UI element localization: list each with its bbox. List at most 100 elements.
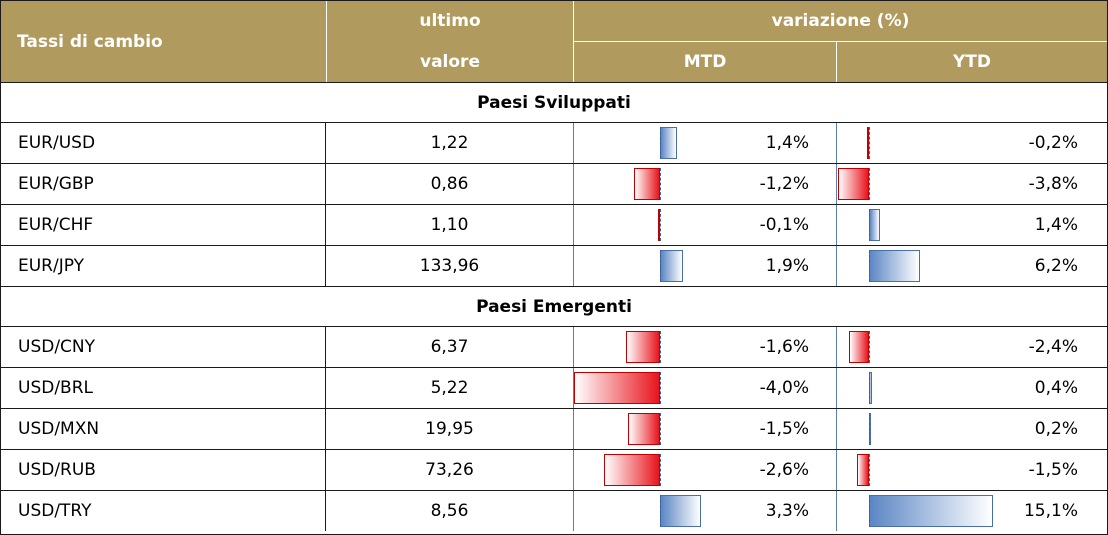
column-divider — [325, 123, 326, 163]
ytd-bar — [867, 127, 869, 159]
ytd-axis — [869, 495, 870, 527]
last-value: 1,22 — [430, 133, 469, 153]
header-mtd: MTD — [683, 52, 727, 72]
mtd-bar — [625, 331, 660, 363]
ytd-axis — [869, 250, 870, 282]
mtd-axis — [660, 209, 661, 241]
currency-pair: USD/TRY — [18, 501, 92, 521]
column-divider — [325, 368, 326, 408]
column-divider — [325, 491, 326, 531]
table-row: EUR/JPY 133,96 1,9% 6,2% — [1, 245, 1107, 286]
table-row: EUR/USD 1,22 1,4% -0,2% — [1, 122, 1107, 163]
mtd-bar — [634, 168, 660, 200]
column-divider — [836, 450, 837, 490]
header-exchange-rates: Tassi di cambio — [17, 31, 163, 52]
column-divider — [573, 205, 574, 245]
ytd-axis — [869, 209, 870, 241]
mtd-bar — [574, 372, 660, 404]
column-divider — [325, 246, 326, 286]
ytd-bar — [837, 168, 869, 200]
column-divider — [836, 246, 837, 286]
header-ytd: YTD — [952, 52, 992, 72]
column-divider — [573, 327, 574, 367]
ytd-value: 0,2% — [1034, 419, 1078, 439]
currency-pair: EUR/USD — [18, 133, 96, 153]
mtd-axis — [660, 331, 661, 363]
column-divider — [836, 368, 837, 408]
table-row: USD/MXN 19,95 -1,5% 0,2% — [1, 408, 1107, 449]
table-header: Tassi di cambio ultimo valore variazione… — [1, 1, 1107, 82]
last-value: 73,26 — [425, 460, 474, 480]
table-row: USD/BRL 5,22 -4,0% 0,4% — [1, 367, 1107, 408]
mtd-value: 1,9% — [765, 256, 809, 276]
section-title: Paesi Sviluppati — [1, 82, 1107, 122]
ytd-value: 0,4% — [1034, 378, 1078, 398]
column-divider — [325, 450, 326, 490]
currency-pair: USD/RUB — [18, 460, 96, 480]
mtd-value: -1,5% — [759, 419, 809, 439]
header-divider — [573, 1, 574, 82]
mtd-value: -1,2% — [759, 174, 809, 194]
ytd-value: 1,4% — [1034, 215, 1078, 235]
mtd-value: -2,6% — [759, 460, 809, 480]
column-divider — [836, 491, 837, 531]
mtd-bar — [660, 495, 701, 527]
column-divider — [573, 450, 574, 490]
last-value: 19,95 — [425, 419, 474, 439]
table-row: USD/CNY 6,37 -1,6% -2,4% — [1, 326, 1107, 367]
header-last-line1: ultimo — [419, 11, 481, 31]
currency-pair: USD/BRL — [18, 378, 93, 398]
mtd-axis — [660, 250, 661, 282]
column-divider — [573, 409, 574, 449]
currency-pair: EUR/GBP — [18, 174, 94, 194]
last-value: 8,56 — [430, 501, 469, 521]
mtd-axis — [660, 127, 661, 159]
column-divider — [836, 123, 837, 163]
currency-pair: USD/CNY — [18, 337, 96, 357]
ytd-axis — [869, 127, 870, 159]
ytd-value: -3,8% — [1028, 174, 1078, 194]
column-divider — [573, 246, 574, 286]
ytd-axis — [869, 413, 870, 445]
column-divider — [325, 164, 326, 204]
table-row: EUR/GBP 0,86 -1,2% -3,8% — [1, 163, 1107, 204]
mtd-value: 3,3% — [765, 501, 809, 521]
mtd-axis — [660, 413, 661, 445]
mtd-bar — [657, 209, 660, 241]
ytd-value: 6,2% — [1034, 256, 1078, 276]
table-row: USD/TRY 8,56 3,3% 15,1% — [1, 490, 1107, 531]
mtd-axis — [660, 495, 661, 527]
mtd-value: -0,1% — [759, 215, 809, 235]
ytd-bar — [869, 495, 993, 527]
mtd-axis — [660, 168, 661, 200]
header-divider — [836, 42, 837, 82]
mtd-bar — [660, 127, 678, 159]
mtd-axis — [660, 454, 661, 486]
table-row: EUR/CHF 1,10 -0,1% 1,4% — [1, 204, 1107, 245]
ytd-bar — [869, 250, 920, 282]
ytd-bar — [869, 209, 881, 241]
header-variation-group: variazione (%) — [771, 11, 910, 31]
header-divider — [326, 1, 327, 82]
column-divider — [325, 327, 326, 367]
column-divider — [325, 409, 326, 449]
ytd-value: 15,1% — [1023, 501, 1078, 521]
mtd-axis — [660, 372, 661, 404]
mtd-value: -1,6% — [759, 337, 809, 357]
last-value: 5,22 — [430, 378, 469, 398]
column-divider — [836, 409, 837, 449]
ytd-value: -1,5% — [1028, 460, 1078, 480]
section-title: Paesi Emergenti — [1, 286, 1107, 326]
last-value: 133,96 — [419, 256, 480, 276]
column-divider — [836, 164, 837, 204]
currency-pair: EUR/JPY — [18, 256, 84, 276]
currency-pair: EUR/CHF — [18, 215, 94, 235]
column-divider — [836, 327, 837, 367]
currency-pair: USD/MXN — [18, 419, 100, 439]
header-divider — [574, 41, 1107, 42]
mtd-value: 1,4% — [765, 133, 809, 153]
mtd-bar — [627, 413, 660, 445]
column-divider — [573, 491, 574, 531]
column-divider — [573, 123, 574, 163]
